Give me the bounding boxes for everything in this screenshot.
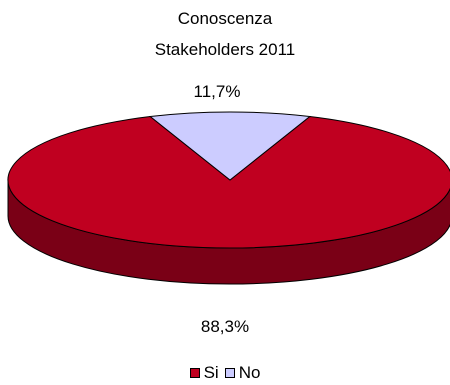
data-label-no: 11,7% [193,82,241,101]
legend-item-no: No [224,363,261,383]
legend-swatch-si [189,368,200,378]
data-label-si: 88,3% [200,317,250,336]
legend: Si No [0,363,450,383]
legend-label-no: No [238,363,261,382]
pie-slice-no [148,111,312,181]
pie-slice-si [7,116,450,249]
chart-title-line-2: Stakeholders 2011 [154,40,296,59]
legend-label-si: Si [203,363,219,382]
chart-title-line-1: Conoscenza [177,9,273,28]
legend-swatch-no [224,368,235,378]
legend-item-si: Si [189,363,219,383]
